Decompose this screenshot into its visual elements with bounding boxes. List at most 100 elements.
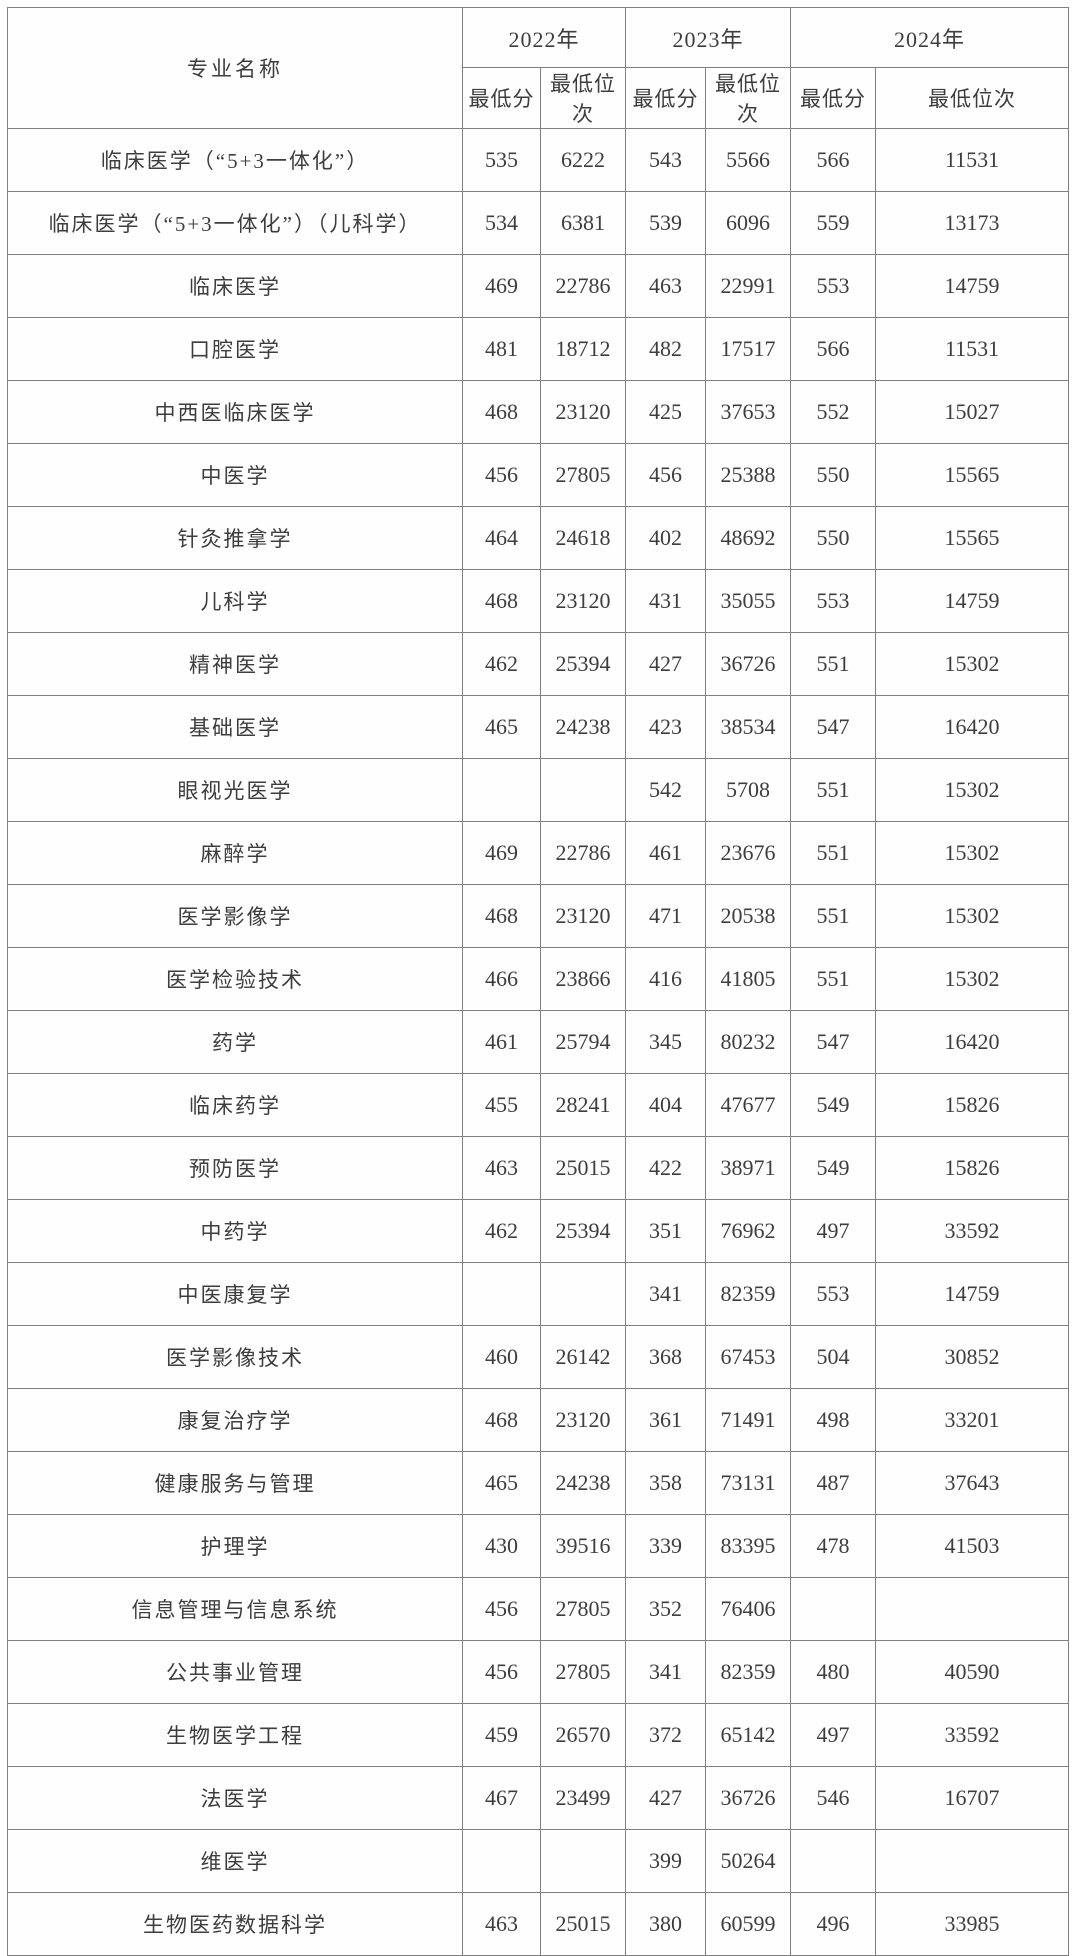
cell-2024-min-score: 547 <box>790 1010 877 1074</box>
column-header-2022-min-rank: 最低位次 <box>539 67 627 129</box>
cell-major-name: 中药学 <box>7 1199 463 1263</box>
table-row: 医学检验技术 466 23866 416 41805 551 15302 <box>7 947 1070 1011</box>
cell-major-name: 生物医药数据科学 <box>7 1892 463 1956</box>
column-header-2022-min-score: 最低分 <box>462 67 541 129</box>
cell-2022-min-rank: 22786 <box>539 821 627 885</box>
cell-major-name: 临床药学 <box>7 1073 463 1137</box>
cell-2024-min-rank: 37643 <box>875 1451 1070 1515</box>
cell-major-name: 麻醉学 <box>7 821 463 885</box>
cell-major-name: 精神医学 <box>7 632 463 696</box>
table-row: 医学影像技术 460 26142 368 67453 504 30852 <box>7 1325 1070 1389</box>
cell-2023-min-score: 399 <box>625 1829 707 1893</box>
cell-2023-min-score: 352 <box>625 1577 707 1641</box>
cell-2022-min-rank: 26570 <box>539 1703 627 1767</box>
cell-2024-min-score: 498 <box>790 1388 877 1452</box>
cell-2022-min-score: 468 <box>462 569 541 633</box>
cell-2022-min-score: 464 <box>462 506 541 570</box>
cell-2024-min-rank: 11531 <box>875 128 1070 192</box>
cell-2024-min-rank: 15027 <box>875 380 1070 444</box>
cell-2024-min-rank: 15302 <box>875 821 1070 885</box>
cell-2023-min-rank: 76962 <box>705 1199 792 1263</box>
cell-2023-min-score: 341 <box>625 1640 707 1704</box>
cell-major-name: 基础医学 <box>7 695 463 759</box>
cell-2022-min-score: 456 <box>462 1577 541 1641</box>
cell-2022-min-score: 468 <box>462 1388 541 1452</box>
cell-2024-min-score: 551 <box>790 758 877 822</box>
cell-2022-min-score: 535 <box>462 128 541 192</box>
table-body: 临床医学（“5+3一体化”） 535 6222 543 5566 566 11531 临床医学… <box>7 128 1070 1956</box>
cell-2023-min-rank: 17517 <box>705 317 792 381</box>
cell-2022-min-rank: 6222 <box>539 128 627 192</box>
cell-major-name: 药学 <box>7 1010 463 1074</box>
cell-major-name: 中医康复学 <box>7 1262 463 1326</box>
cell-2022-min-score: 462 <box>462 1199 541 1263</box>
cell-2022-min-score: 465 <box>462 695 541 759</box>
table-row: 信息管理与信息系统 456 27805 352 76406 <box>7 1577 1070 1641</box>
cell-2023-min-rank: 35055 <box>705 569 792 633</box>
table-row: 医学影像学 468 23120 471 20538 551 15302 <box>7 884 1070 948</box>
cell-major-name: 中西医临床医学 <box>7 380 463 444</box>
cell-2024-min-rank: 13173 <box>875 191 1070 255</box>
cell-2022-min-rank: 26142 <box>539 1325 627 1389</box>
cell-2023-min-rank: 82359 <box>705 1640 792 1704</box>
table-row: 康复治疗学 468 23120 361 71491 498 33201 <box>7 1388 1070 1452</box>
cell-2022-min-score <box>462 1262 541 1326</box>
table-row: 法医学 467 23499 427 36726 546 16707 <box>7 1766 1070 1830</box>
cell-2023-min-rank: 47677 <box>705 1073 792 1137</box>
column-header-2024-min-rank: 最低位次 <box>875 67 1070 129</box>
cell-2022-min-score: 459 <box>462 1703 541 1767</box>
cell-2024-min-rank <box>875 1577 1070 1641</box>
cell-2022-min-score: 460 <box>462 1325 541 1389</box>
cell-2024-min-rank: 11531 <box>875 317 1070 381</box>
column-header-year-2024: 2024年 <box>790 7 1070 68</box>
cell-2022-min-rank: 28241 <box>539 1073 627 1137</box>
cell-2024-min-score: 552 <box>790 380 877 444</box>
header-row-metrics: 最低分 最低位次 最低分 最低位次 最低分 最低位次 <box>8 67 1070 129</box>
cell-2023-min-score: 542 <box>625 758 707 822</box>
cell-2024-min-score: 551 <box>790 632 877 696</box>
cell-2022-min-score: 466 <box>462 947 541 1011</box>
cell-2023-min-score: 339 <box>625 1514 707 1578</box>
cell-2022-min-rank: 24238 <box>539 695 627 759</box>
cell-major-name: 医学影像技术 <box>7 1325 463 1389</box>
cell-2022-min-rank: 27805 <box>539 443 627 507</box>
table-row: 护理学 430 39516 339 83395 478 41503 <box>7 1514 1070 1578</box>
column-header-2024-min-score: 最低分 <box>790 67 877 129</box>
cell-2023-min-score: 416 <box>625 947 707 1011</box>
cell-2022-min-rank: 23120 <box>539 380 627 444</box>
column-header-major: 专业名称 <box>7 7 463 129</box>
cell-2022-min-score: 534 <box>462 191 541 255</box>
cell-2023-min-rank: 37653 <box>705 380 792 444</box>
cell-2024-min-score <box>790 1829 877 1893</box>
cell-2024-min-score: 549 <box>790 1136 877 1200</box>
cell-2023-min-rank: 20538 <box>705 884 792 948</box>
cell-2022-min-score: 430 <box>462 1514 541 1578</box>
cell-2022-min-rank: 25394 <box>539 1199 627 1263</box>
table-row: 健康服务与管理 465 24238 358 73131 487 37643 <box>7 1451 1070 1515</box>
cell-2022-min-rank: 24238 <box>539 1451 627 1515</box>
cell-2022-min-score: 467 <box>462 1766 541 1830</box>
cell-2022-min-score: 455 <box>462 1073 541 1137</box>
cell-2024-min-score: 551 <box>790 947 877 1011</box>
cell-2022-min-score: 481 <box>462 317 541 381</box>
cell-2023-min-rank: 65142 <box>705 1703 792 1767</box>
cell-major-name: 医学检验技术 <box>7 947 463 1011</box>
table-row: 中药学 462 25394 351 76962 497 33592 <box>7 1199 1070 1263</box>
cell-2023-min-rank: 48692 <box>705 506 792 570</box>
cell-2023-min-score: 539 <box>625 191 707 255</box>
cell-2022-min-rank: 25015 <box>539 1892 627 1956</box>
cell-2024-min-rank: 15302 <box>875 758 1070 822</box>
cell-2024-min-rank: 33985 <box>875 1892 1070 1956</box>
cell-major-name: 临床医学 <box>7 254 463 318</box>
table-row: 中医学 456 27805 456 25388 550 15565 <box>7 443 1070 507</box>
admission-score-table: 专业名称 2022年 2023年 2024年 最低分 最低位次 最低分 最低位次… <box>7 7 1070 1956</box>
cell-2023-min-score: 368 <box>625 1325 707 1389</box>
table-row: 中西医临床医学 468 23120 425 37653 552 15027 <box>7 380 1070 444</box>
cell-2023-min-rank: 5708 <box>705 758 792 822</box>
table-row: 临床医学 469 22786 463 22991 553 14759 <box>7 254 1070 318</box>
cell-2022-min-score: 468 <box>462 380 541 444</box>
cell-2024-min-score: 550 <box>790 443 877 507</box>
table-row: 预防医学 463 25015 422 38971 549 15826 <box>7 1136 1070 1200</box>
cell-2024-min-score: 497 <box>790 1703 877 1767</box>
cell-major-name: 临床医学（“5+3一体化”）（儿科学） <box>7 191 463 255</box>
